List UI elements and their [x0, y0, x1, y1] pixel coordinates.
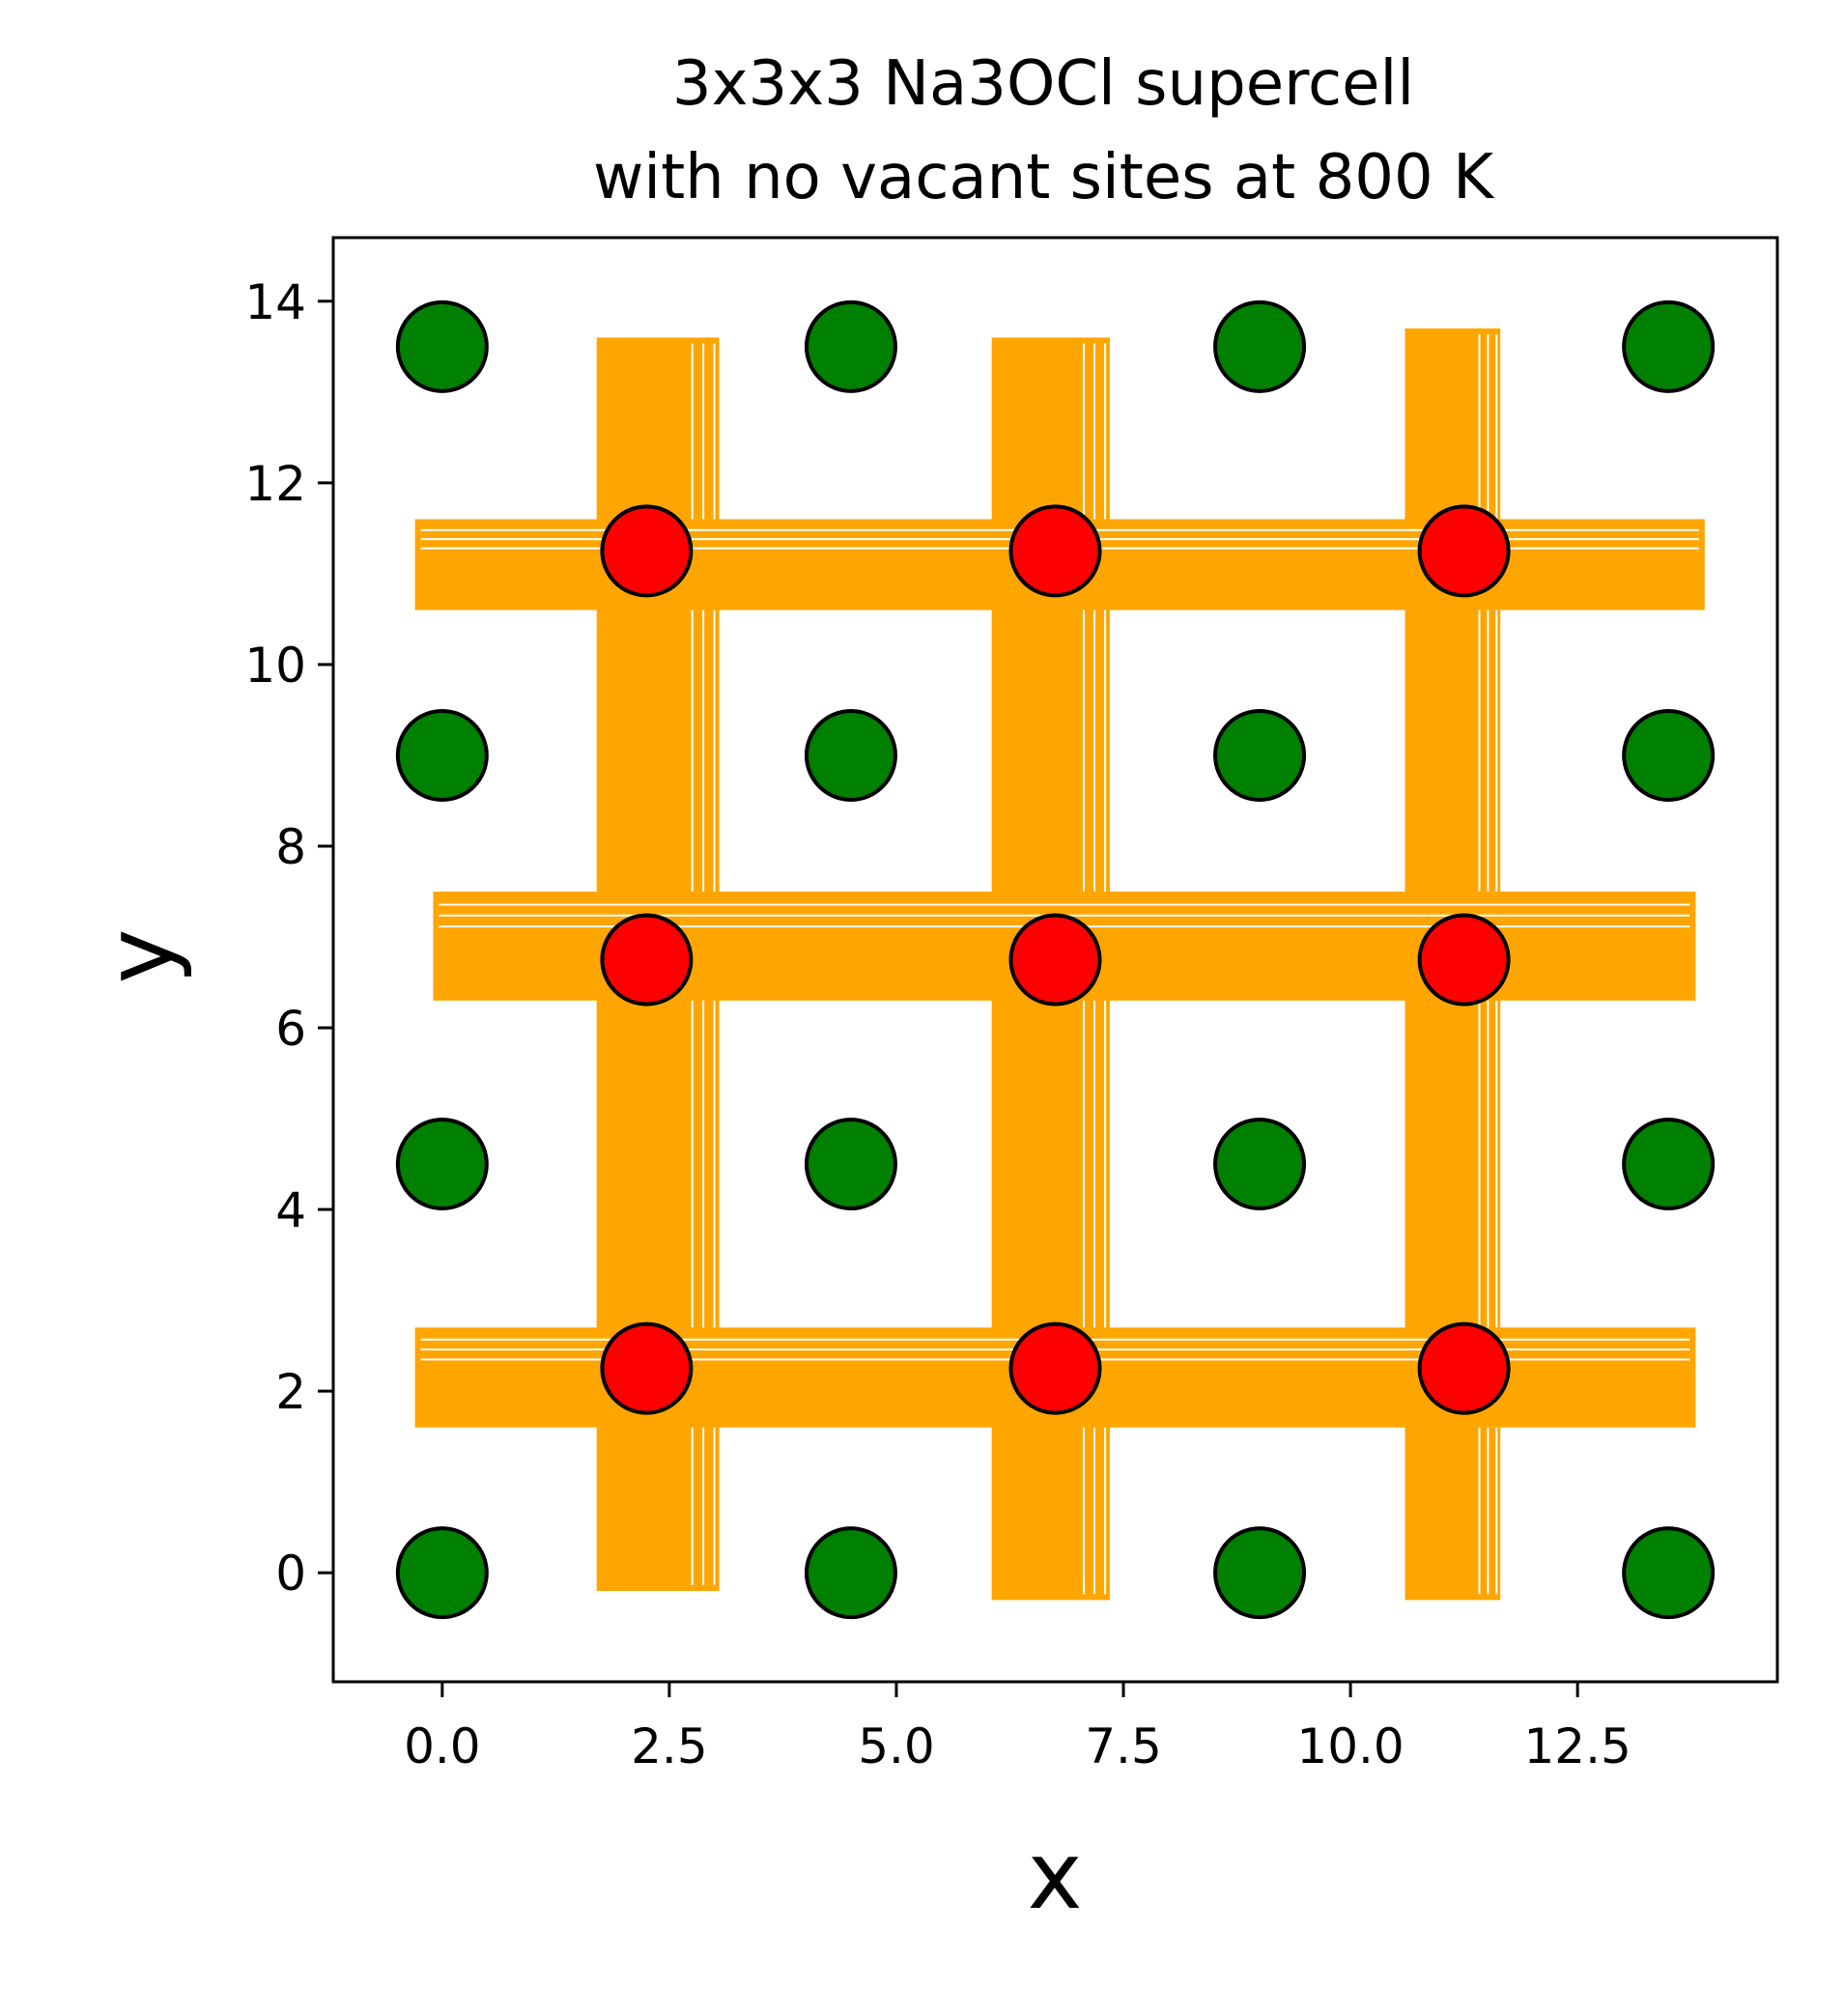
- green-site-marker-13: [807, 302, 895, 391]
- y-tick-label-0: 0: [275, 1546, 306, 1602]
- y-tick-label-1: 2: [275, 1364, 306, 1420]
- y-tick-label-5: 10: [244, 638, 306, 694]
- green-site-marker-6: [1215, 1120, 1304, 1208]
- green-site-marker-2: [1215, 1528, 1304, 1617]
- green-site-marker-12: [398, 302, 487, 391]
- red-site-marker-7: [1011, 506, 1100, 595]
- red-site-marker-8: [1420, 506, 1509, 595]
- y-tick-label-4: 8: [275, 819, 306, 875]
- y-tick-label-6: 12: [244, 456, 306, 512]
- y-axis: 0 2 4 6 8 10 12 14: [244, 274, 333, 1602]
- red-site-marker-0: [602, 1324, 691, 1413]
- green-site-marker-8: [398, 711, 487, 800]
- y-axis-label: y: [86, 929, 194, 984]
- x-tick-label-4: 10.0: [1296, 1718, 1404, 1775]
- red-site-marker-3: [602, 916, 691, 1005]
- y-tick-label-3: 6: [275, 1001, 306, 1057]
- y-tick-label-2: 4: [275, 1182, 306, 1238]
- green-site-marker-5: [807, 1120, 895, 1208]
- x-tick-label-5: 12.5: [1523, 1718, 1631, 1775]
- green-site-marker-0: [398, 1528, 487, 1617]
- green-site-marker-10: [1215, 711, 1304, 800]
- red-site-marker-6: [602, 506, 691, 595]
- x-axis: 0.0 2.5 5.0 7.5 10.0 12.5: [404, 1682, 1631, 1775]
- chart-title-line-1: 3x3x3 Na3OCl supercell: [672, 48, 1414, 120]
- green-site-marker-7: [1624, 1120, 1713, 1208]
- red-site-marker-1: [1011, 1324, 1100, 1413]
- x-tick-label-3: 7.5: [1085, 1718, 1162, 1775]
- green-site-marker-1: [807, 1528, 895, 1617]
- red-site-marker-4: [1011, 916, 1100, 1005]
- green-site-marker-4: [398, 1120, 487, 1208]
- green-site-marker-15: [1624, 302, 1713, 391]
- red-site-marker-5: [1420, 916, 1509, 1005]
- red-site-marker-2: [1420, 1324, 1509, 1413]
- x-tick-label-2: 5.0: [858, 1718, 935, 1775]
- green-site-marker-14: [1215, 302, 1304, 391]
- x-axis-label: x: [1028, 1822, 1083, 1930]
- green-site-marker-9: [807, 711, 895, 800]
- x-tick-label-0: 0.0: [404, 1718, 481, 1775]
- y-tick-label-7: 14: [244, 274, 306, 330]
- x-tick-label-1: 2.5: [631, 1718, 708, 1775]
- plot-content: [398, 302, 1713, 1617]
- green-site-marker-11: [1624, 711, 1713, 800]
- plot-area: [398, 302, 1713, 1617]
- green-site-marker-3: [1624, 1528, 1713, 1617]
- chart-title-line-2: with no vacant sites at 800 K: [593, 142, 1495, 213]
